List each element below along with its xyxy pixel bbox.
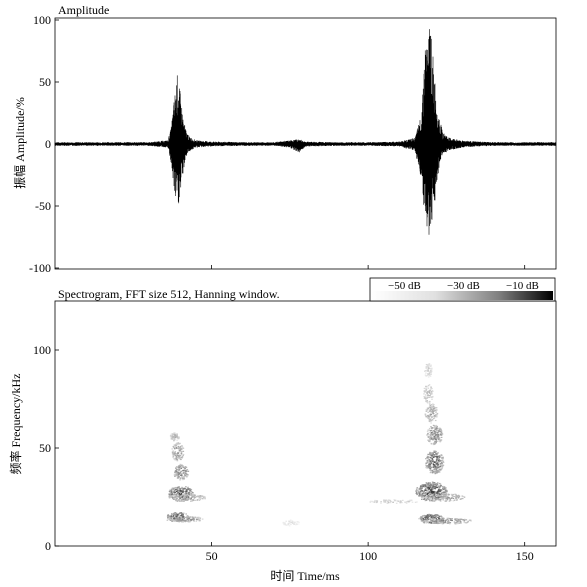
amplitude-y-tick-label: -50 bbox=[35, 199, 51, 213]
spectrogram-blob bbox=[424, 403, 439, 424]
colorbar-label-2: −30 dB bbox=[447, 280, 480, 292]
amplitude-y-tick-label: 0 bbox=[45, 137, 51, 151]
spectrogram-blob bbox=[424, 363, 433, 378]
spectrogram-blob bbox=[166, 516, 204, 523]
spectrogram-panel: Spectrogram, FFT size 512, Hanning windo… bbox=[8, 277, 557, 583]
spectrogram-blob bbox=[423, 384, 434, 404]
spectrogram-x-tick-label: 100 bbox=[359, 549, 377, 563]
spectrogram-x-tick-label: 50 bbox=[206, 549, 218, 563]
amplitude-x-ticks bbox=[211, 265, 526, 269]
spectrogram-blob bbox=[421, 517, 472, 525]
amplitude-ylabel: 振幅 Amplitude/% bbox=[12, 97, 27, 189]
amplitude-title: Amplitude bbox=[58, 3, 109, 17]
spectrogram-title: Spectrogram, FFT size 512, Hanning windo… bbox=[58, 287, 280, 301]
spectrogram-ylabel: 频率 Frequency/kHz bbox=[8, 374, 23, 475]
amplitude-y-tick-label: 50 bbox=[39, 75, 51, 89]
amplitude-waveform bbox=[54, 29, 557, 235]
spectrogram-blob bbox=[282, 519, 300, 527]
spectrogram-x-tick-label: 150 bbox=[516, 549, 534, 563]
spectrogram-x-ticks: 50 100 150 bbox=[206, 542, 534, 563]
spectrogram-blob bbox=[168, 493, 206, 502]
colorbar: −50 dB −30 dB −10 dB bbox=[369, 277, 556, 302]
spectrogram-energy bbox=[166, 363, 472, 527]
amplitude-panel: Amplitude 振幅 Amplitude/% 100 50 0 -50 -100 bbox=[12, 3, 557, 275]
spectrogram-y-ticks: 100 50 0 bbox=[33, 343, 59, 553]
amplitude-y-tick-label: -100 bbox=[29, 261, 51, 275]
colorbar-label-1: −50 dB bbox=[388, 280, 421, 292]
amplitude-y-tick-label: 100 bbox=[33, 13, 51, 27]
spectrogram-blob bbox=[425, 450, 445, 475]
colorbar-gradient bbox=[372, 291, 553, 300]
spectrogram-blob bbox=[426, 424, 444, 446]
amplitude-y-ticks: 100 50 0 -50 -100 bbox=[29, 13, 59, 275]
spectrogram-y-tick-label: 100 bbox=[33, 343, 51, 357]
spectrogram-xlabel: 时间 Time/ms bbox=[270, 569, 340, 583]
spectrogram-blob bbox=[169, 432, 180, 442]
colorbar-label-3: −10 dB bbox=[506, 280, 539, 292]
spectrogram-blob bbox=[173, 463, 190, 481]
spectrogram-blob bbox=[422, 493, 466, 502]
spectrogram-blob bbox=[171, 442, 185, 462]
spectrogram-blob bbox=[369, 499, 418, 504]
spectrogram-frame bbox=[54, 300, 557, 547]
spectrogram-y-tick-label: 0 bbox=[45, 539, 51, 553]
spectrogram-y-tick-label: 50 bbox=[39, 441, 51, 455]
